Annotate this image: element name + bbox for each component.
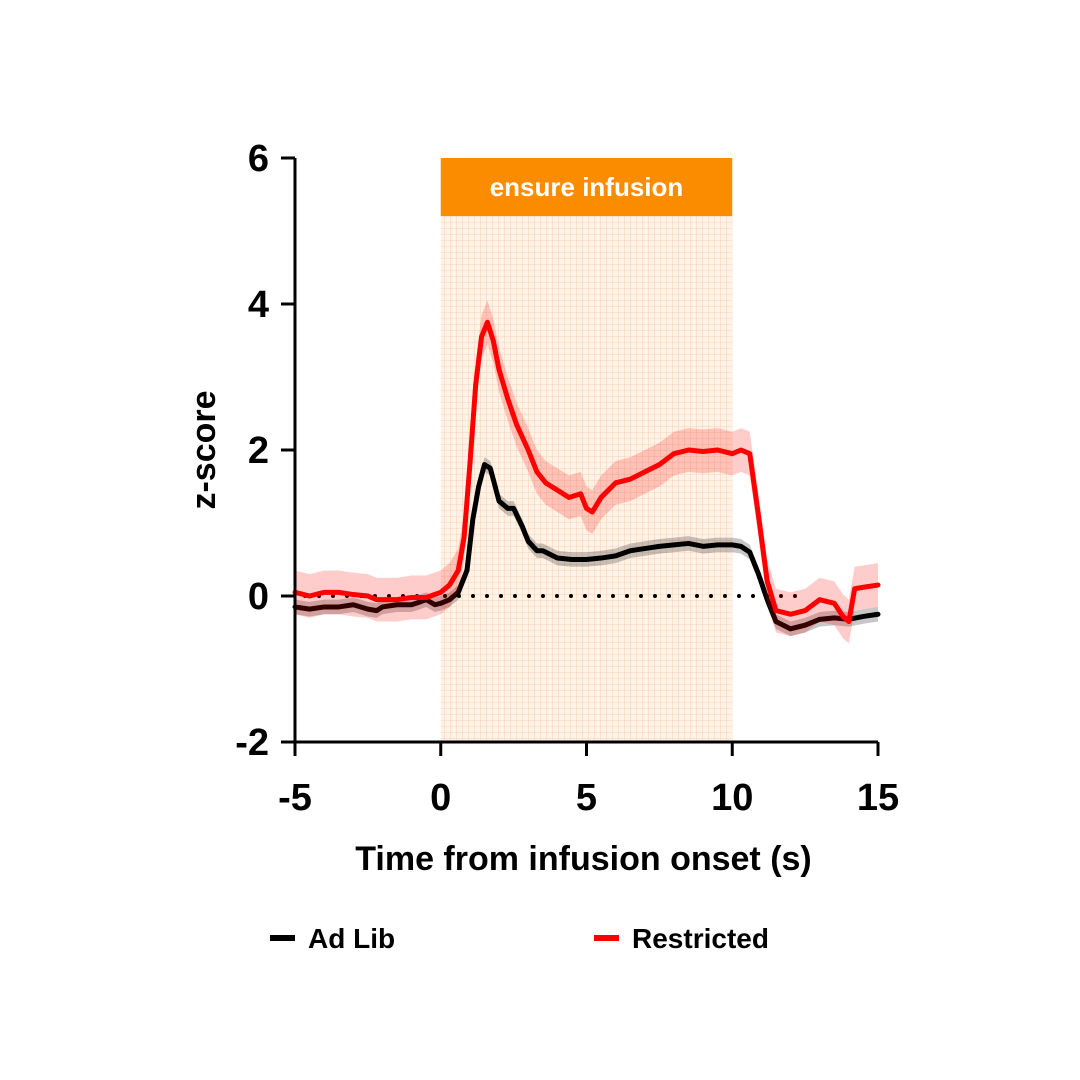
y-axis-title: z-score — [185, 390, 223, 509]
infusion-label-bar — [440, 158, 733, 216]
y-tick-label: 2 — [248, 430, 269, 472]
x-axis-title: Time from infusion onset (s) — [355, 840, 812, 878]
y-tick-label: 4 — [248, 284, 269, 326]
legend: Ad Lib Restricted — [270, 923, 769, 954]
infusion-shaded-region — [440, 216, 733, 742]
error-band-restricted — [295, 300, 878, 644]
y-tick-label: 0 — [248, 576, 269, 618]
x-tick-label: 10 — [711, 777, 753, 819]
series-line-restricted — [292, 319, 881, 625]
series-layer — [292, 300, 881, 644]
x-tick-label: 15 — [857, 777, 899, 819]
series-line-ad-lib — [292, 462, 881, 632]
x-tick-label: 5 — [576, 777, 597, 819]
x-tick-label: -5 — [278, 777, 312, 819]
legend-label-restricted: Restricted — [632, 923, 769, 954]
y-tick-label: 6 — [248, 138, 269, 180]
tick-layer: -5 0 5 10 15 -2 0 2 4 6 — [235, 138, 899, 819]
x-tick-label: 0 — [430, 777, 451, 819]
infusion-label: ensure infusion — [490, 172, 684, 202]
y-tick-label: -2 — [235, 722, 269, 764]
legend-label-ad-lib: Ad Lib — [308, 923, 395, 954]
